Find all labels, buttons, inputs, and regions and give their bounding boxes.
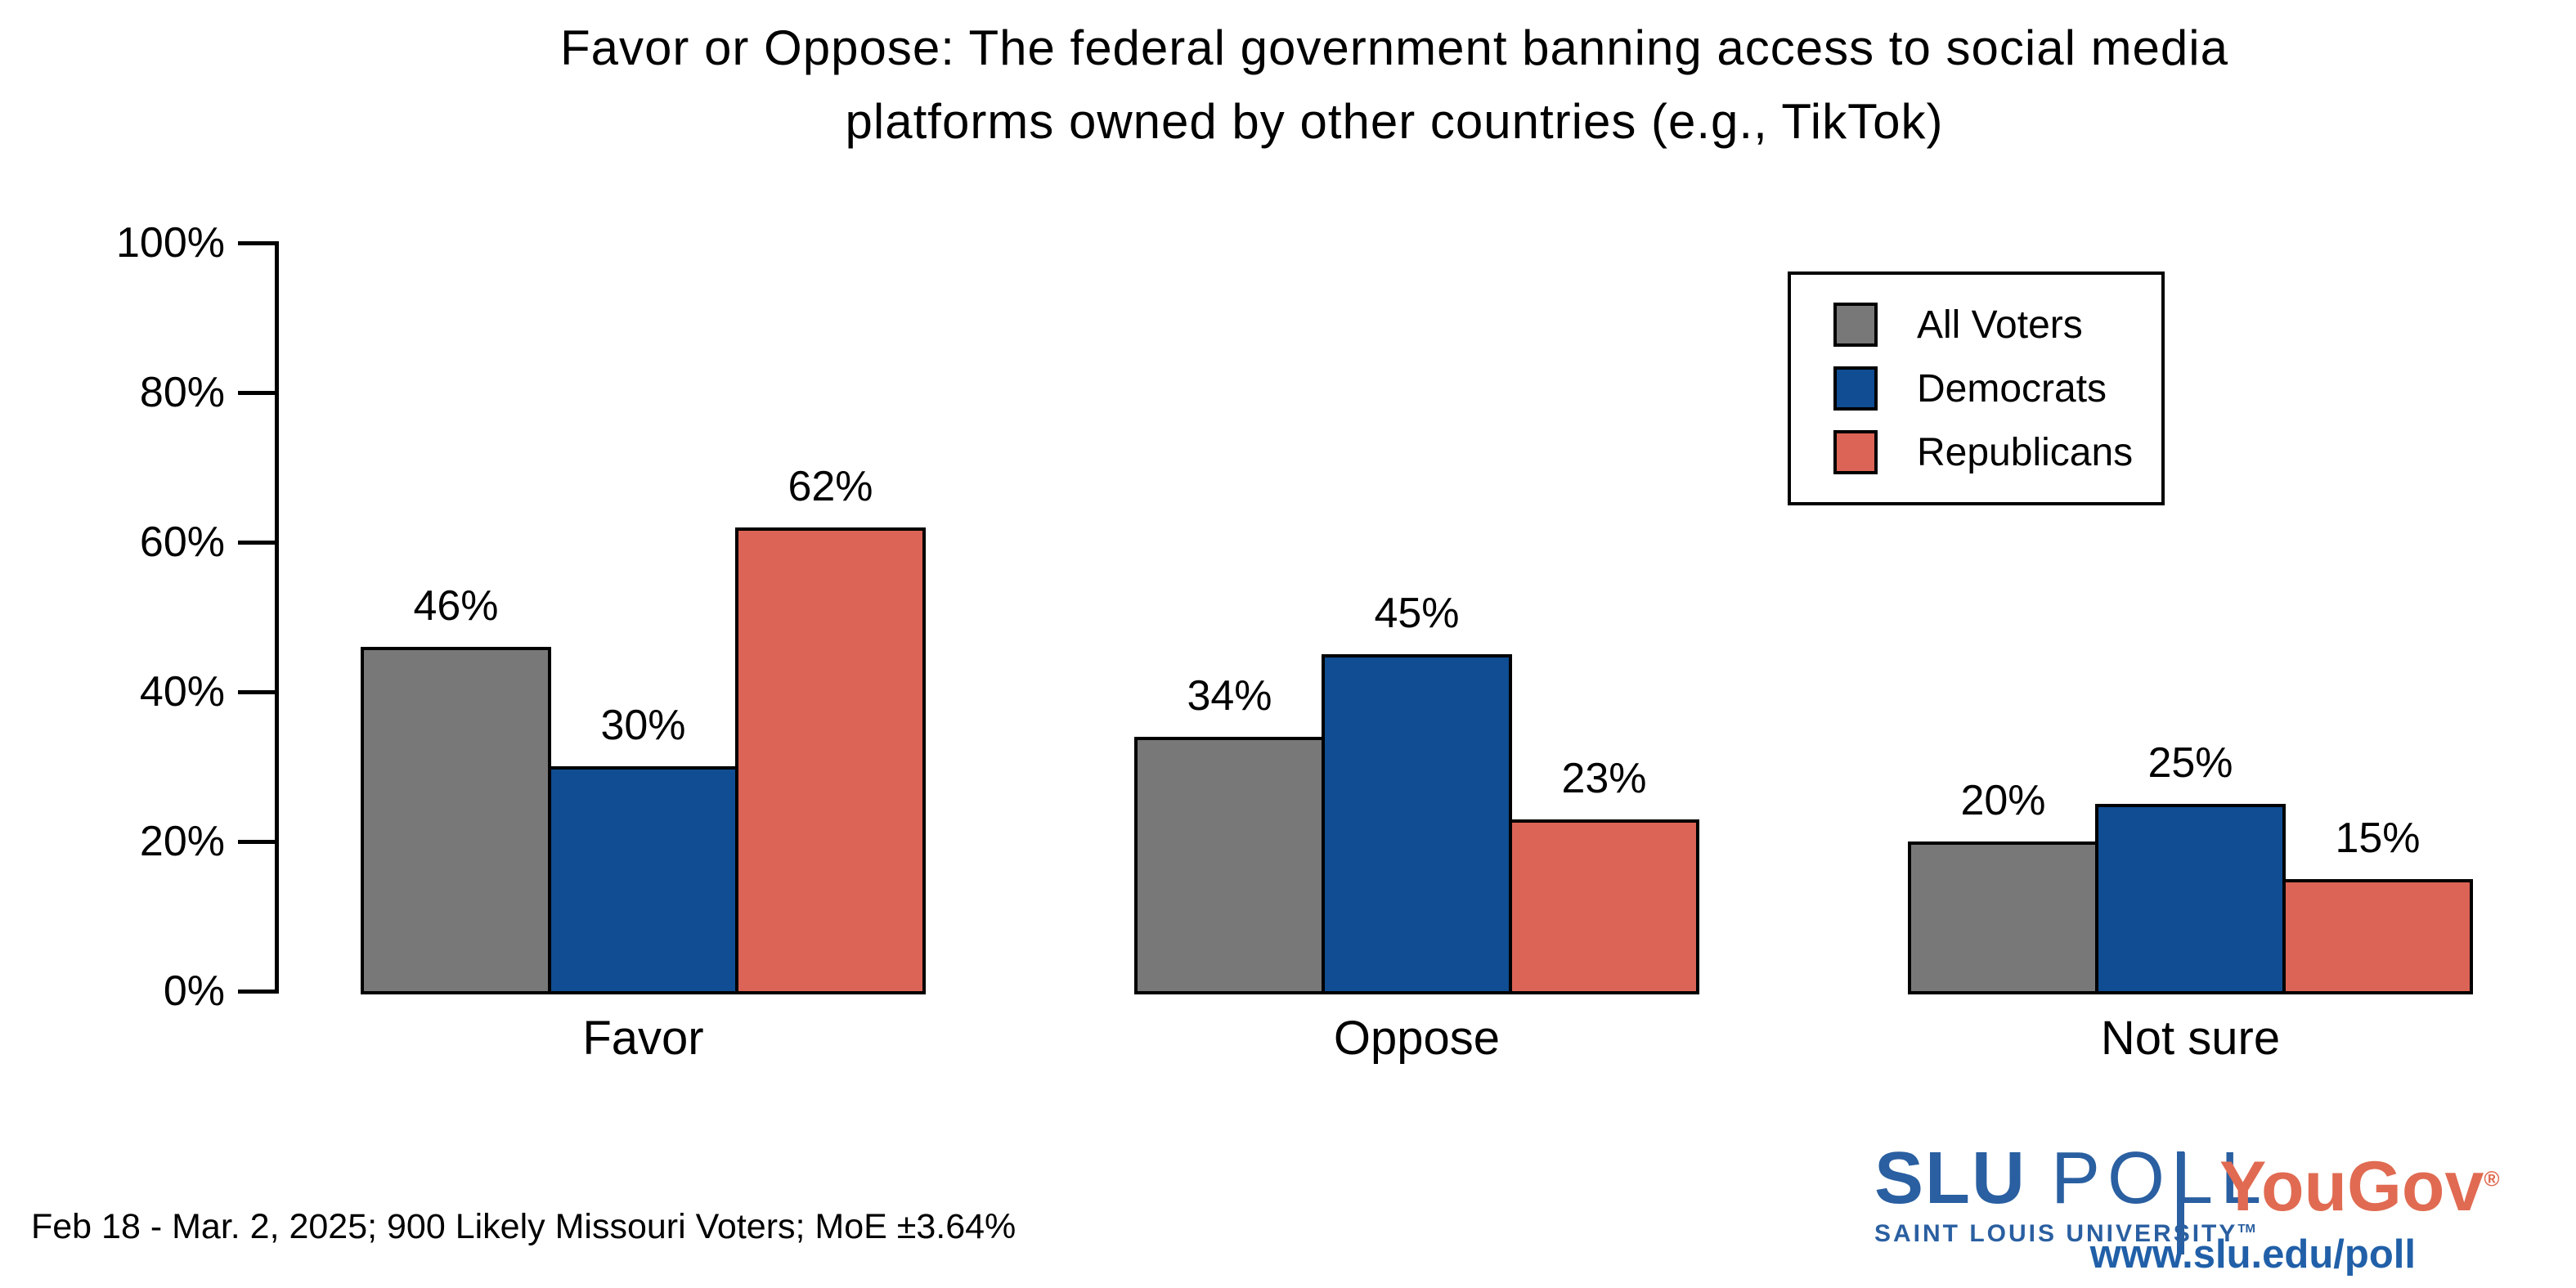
bar-value-label: 25% (2147, 739, 2233, 787)
bar (548, 766, 738, 994)
y-tick-label: 100% (116, 219, 225, 267)
registered-mark: ® (2484, 1166, 2500, 1192)
y-axis-tick (238, 990, 279, 994)
trademark-mark: TM (2237, 1222, 2256, 1236)
chart-title-line-2: platforms owned by other countries (e.g.… (845, 94, 1944, 149)
poll-wordmark: POLL (2051, 1138, 2269, 1219)
legend-swatch (1833, 303, 1878, 347)
y-tick-label: 40% (139, 668, 225, 716)
y-axis-tick (238, 541, 279, 545)
y-axis-tick (238, 690, 279, 694)
y-axis-tick (238, 241, 279, 245)
logo-separator (2177, 1151, 2184, 1254)
x-category-label: Oppose (1333, 1012, 1501, 1065)
y-axis-tick (238, 391, 279, 395)
bar (2095, 804, 2286, 994)
bar-value-label: 30% (600, 702, 686, 749)
y-tick-label: 20% (139, 818, 225, 865)
bar-value-label: 62% (788, 463, 873, 510)
y-tick-label: 0% (163, 967, 225, 1015)
y-tick-label: 60% (139, 518, 225, 566)
bar (1322, 654, 1512, 994)
y-axis-tick (238, 840, 279, 844)
bar-value-label: 15% (2335, 815, 2421, 862)
legend-label: Democrats (1917, 366, 2107, 411)
legend-row: Republicans (1833, 429, 2161, 476)
bar-value-label: 34% (1187, 672, 1272, 720)
chart-legend: All Voters Democrats Republicans (1788, 272, 2165, 505)
yougov-wordmark: YouGov (2219, 1147, 2484, 1226)
chart-title-line-1: Favor or Oppose: The federal government … (560, 20, 2228, 75)
bar-value-label: 20% (1960, 777, 2046, 824)
bar-value-label: 45% (1374, 590, 1460, 637)
bar (1134, 737, 1325, 994)
bar (2282, 879, 2473, 994)
y-axis-line (275, 241, 279, 994)
bar (1908, 841, 2098, 994)
slu-poll-url: www.slu.edu/poll (2089, 1232, 2416, 1277)
slu-subtitle: SAINT LOUIS UNIVERSITYTM (1874, 1222, 2255, 1246)
bar (735, 527, 926, 994)
footer-note: Feb 18 - Mar. 2, 2025; 900 Likely Missou… (31, 1207, 1016, 1246)
legend-label: Republicans (1917, 430, 2134, 474)
chart-title: Favor or Oppose: The federal government … (278, 11, 2511, 159)
slu-wordmark: SLU (1874, 1138, 2026, 1219)
x-category-label: Not sure (2100, 1012, 2281, 1065)
bar-value-label: 23% (1561, 755, 1647, 802)
legend-swatch (1833, 366, 1878, 411)
legend-swatch (1833, 430, 1878, 474)
legend-label: All Voters (1917, 303, 2083, 347)
bar (361, 647, 551, 994)
yougov-logo: YouGov® (2219, 1151, 2499, 1222)
slu-poll-logo: SLU POLL (1874, 1142, 2269, 1215)
y-tick-label: 80% (139, 369, 225, 416)
legend-row: Democrats (1833, 365, 2161, 412)
slu-subtitle-text: SAINT LOUIS UNIVERSITY (1874, 1220, 2238, 1247)
legend-row: All Voters (1833, 301, 2161, 348)
bar-value-label: 46% (413, 582, 499, 630)
x-category-label: Favor (582, 1012, 704, 1065)
bar (1509, 819, 1699, 994)
